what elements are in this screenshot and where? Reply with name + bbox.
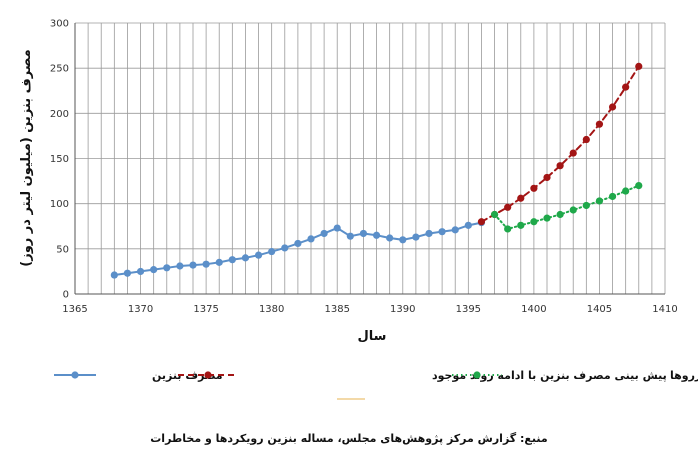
data-point bbox=[228, 256, 236, 264]
source-caption: منبع: گزارش مرکز پژوهش‌های مجلس، مساله ب… bbox=[150, 432, 548, 445]
series-2 bbox=[477, 62, 643, 226]
legend: مصرف بنزین پیش بینی مصرف بنزین با ادامه ر… bbox=[54, 369, 698, 382]
y-tick-label: 0 bbox=[63, 290, 69, 301]
data-point bbox=[346, 232, 354, 240]
data-point bbox=[386, 234, 394, 242]
data-point bbox=[543, 173, 551, 182]
data-point bbox=[254, 251, 263, 259]
series-line bbox=[493, 184, 640, 231]
data-point bbox=[530, 218, 538, 226]
data-point bbox=[556, 162, 564, 170]
x-tick-label: 1405 bbox=[587, 304, 612, 315]
x-tick-label: 1365 bbox=[62, 304, 87, 315]
data-point bbox=[582, 201, 590, 210]
data-point bbox=[504, 225, 512, 233]
decorative-accent bbox=[337, 398, 365, 400]
data-point bbox=[176, 262, 184, 270]
series-1 bbox=[110, 219, 486, 279]
data-series bbox=[110, 62, 643, 279]
data-point bbox=[608, 192, 617, 201]
x-tick-label: 1380 bbox=[259, 304, 284, 315]
legend-item-1: مصرف بنزین bbox=[54, 369, 223, 382]
y-tick-label: 200 bbox=[50, 109, 69, 120]
y-tick-label: 150 bbox=[50, 154, 69, 165]
y-axis-title: مصرف بنزین (میلیون لیتر در روز) bbox=[19, 49, 34, 266]
data-point bbox=[359, 229, 368, 238]
data-point bbox=[333, 224, 341, 232]
data-point bbox=[530, 184, 538, 192]
y-tick-label: 300 bbox=[50, 19, 69, 30]
axes: 0 50 100 150 200 250 300 1365 1370 1375 1380 1385 13… bbox=[50, 19, 678, 316]
legend-label: مصرف بنزین با اصلاح مصرف خورروها bbox=[670, 369, 698, 382]
y-tick-label: 100 bbox=[50, 199, 69, 210]
data-point bbox=[294, 239, 302, 248]
data-point bbox=[622, 83, 630, 91]
data-point bbox=[543, 214, 551, 222]
data-point bbox=[438, 228, 446, 236]
data-point bbox=[163, 264, 171, 272]
x-tick-label: 1370 bbox=[128, 304, 153, 315]
x-tick-label: 1410 bbox=[652, 304, 677, 315]
legend-swatch-marker bbox=[71, 371, 79, 379]
data-point bbox=[123, 269, 132, 277]
data-point bbox=[189, 261, 197, 269]
x-tick-label: 1375 bbox=[193, 304, 218, 315]
x-tick-label: 1385 bbox=[324, 304, 349, 315]
data-point bbox=[268, 247, 276, 256]
data-point bbox=[136, 267, 145, 276]
y-tick-label: 50 bbox=[56, 244, 69, 255]
data-point bbox=[556, 210, 564, 219]
data-point bbox=[215, 258, 223, 266]
legend-label: پیش بینی مصرف بنزین با ادامه روند موجود bbox=[432, 369, 667, 382]
data-point bbox=[622, 187, 630, 195]
data-point bbox=[569, 206, 577, 214]
data-point bbox=[464, 221, 472, 229]
data-point bbox=[517, 194, 525, 202]
data-point bbox=[595, 197, 604, 205]
data-point bbox=[490, 210, 499, 219]
gasoline-consumption-chart: 0 50 100 150 200 250 300 1365 1370 1375 1380 1385 13… bbox=[19, 19, 698, 383]
grid-lines bbox=[74, 22, 666, 295]
data-point bbox=[608, 103, 617, 111]
x-axis-title: سال bbox=[358, 329, 387, 344]
legend-swatch-marker bbox=[204, 371, 212, 379]
data-point bbox=[595, 120, 604, 128]
data-point bbox=[110, 271, 118, 279]
data-point bbox=[320, 229, 328, 238]
data-point bbox=[372, 231, 381, 239]
data-point bbox=[412, 233, 420, 241]
data-point bbox=[307, 235, 315, 243]
legend-swatch-marker bbox=[473, 371, 481, 379]
data-point bbox=[150, 266, 158, 274]
x-tick-label: 1400 bbox=[521, 304, 546, 315]
data-point bbox=[202, 260, 210, 268]
data-point bbox=[635, 62, 643, 70]
legend-item-2: پیش بینی مصرف بنزین با ادامه روند موجود bbox=[178, 369, 667, 382]
x-tick-label: 1390 bbox=[390, 304, 415, 315]
data-point bbox=[504, 203, 512, 211]
legend-label: مصرف بنزین bbox=[152, 369, 223, 382]
data-point bbox=[425, 229, 433, 238]
legend-item-3: مصرف بنزین با اصلاح مصرف خورروها bbox=[452, 369, 698, 382]
data-point bbox=[569, 149, 577, 157]
data-point bbox=[477, 218, 486, 226]
data-point bbox=[451, 226, 459, 234]
data-point bbox=[399, 236, 407, 244]
y-tick-label: 250 bbox=[50, 64, 69, 75]
data-point bbox=[281, 244, 289, 252]
data-point bbox=[517, 221, 525, 229]
data-point bbox=[582, 135, 590, 144]
data-point bbox=[241, 254, 250, 262]
x-tick-label: 1395 bbox=[456, 304, 481, 315]
series-3 bbox=[490, 182, 643, 233]
data-point bbox=[635, 182, 643, 190]
